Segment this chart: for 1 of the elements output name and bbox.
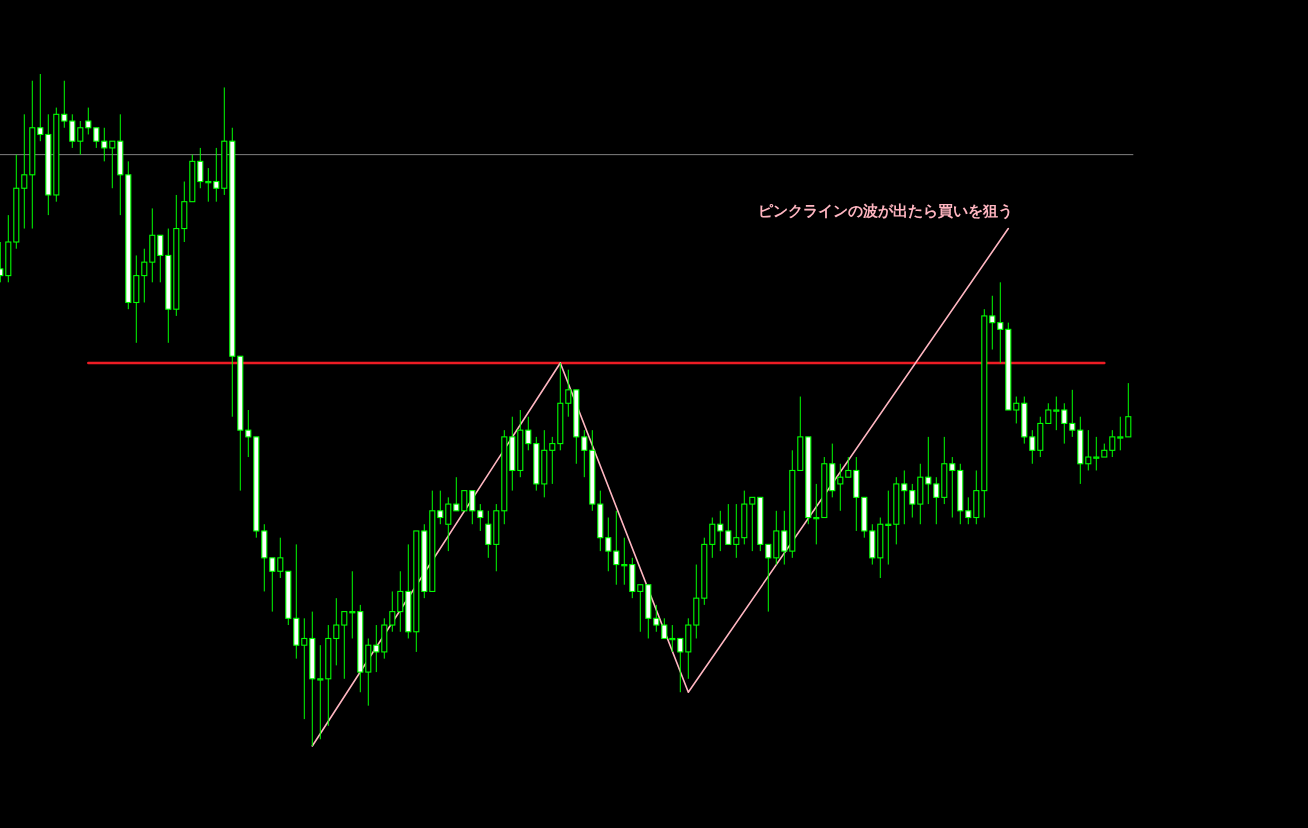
annotation: ピンクラインの波が出たら買いを狙う [758,201,1014,220]
